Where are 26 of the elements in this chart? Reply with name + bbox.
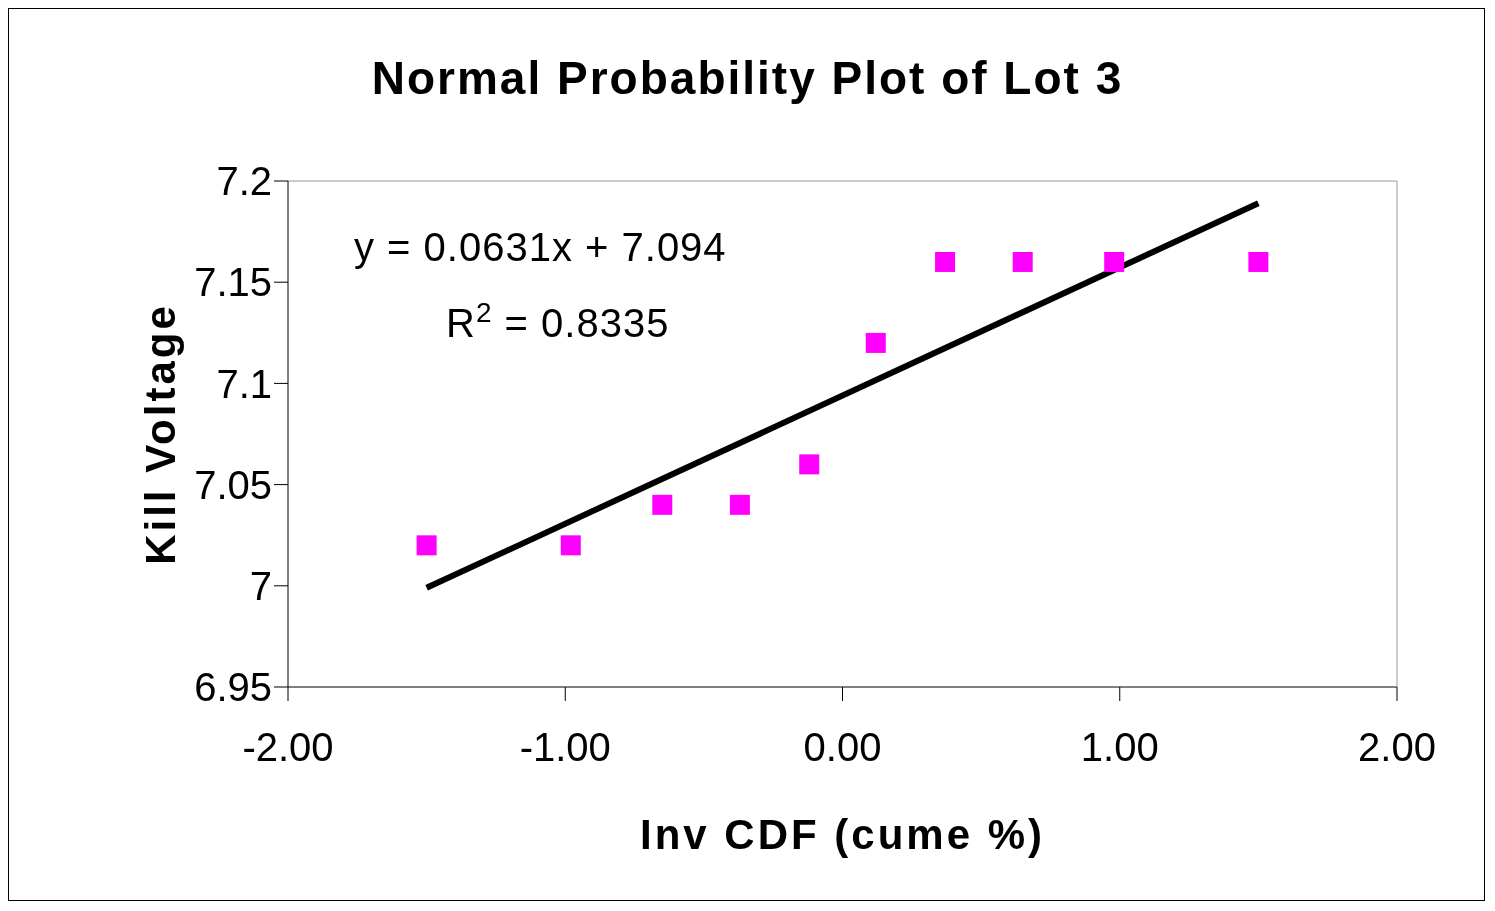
x-tick-label: 0.00 xyxy=(803,725,882,770)
y-axis-title: Kill Voltage xyxy=(136,303,184,565)
point xyxy=(865,332,886,353)
point xyxy=(416,535,437,556)
point xyxy=(799,454,820,475)
y-tick-label: 7.2 xyxy=(216,159,272,204)
annotation: y = 0.0631x + 7.094 xyxy=(354,225,727,269)
x-tick-label: -1.00 xyxy=(519,725,611,770)
y-tick-label: 7.1 xyxy=(216,361,272,406)
point xyxy=(1012,251,1033,272)
point xyxy=(729,494,750,515)
x-tick-label: 1.00 xyxy=(1080,725,1159,770)
point xyxy=(1104,251,1125,272)
point xyxy=(652,494,673,515)
y-tick-label: 7.05 xyxy=(194,462,272,507)
y-tick-label: 6.95 xyxy=(194,665,272,710)
point xyxy=(1248,251,1269,272)
chart-title: Normal Probability Plot of Lot 3 xyxy=(370,51,1125,105)
x-axis-title: Inv CDF (cume %) xyxy=(639,811,1046,858)
annotation: R$^{2}$ = 0.8335 xyxy=(446,296,670,345)
x-tick-label: -2.00 xyxy=(242,725,334,770)
point xyxy=(935,251,956,272)
x-tick-label: 2.00 xyxy=(1358,725,1436,770)
point xyxy=(560,535,581,556)
y-tick-label: 7 xyxy=(249,564,272,608)
y-tick-label: 7.15 xyxy=(194,260,272,305)
